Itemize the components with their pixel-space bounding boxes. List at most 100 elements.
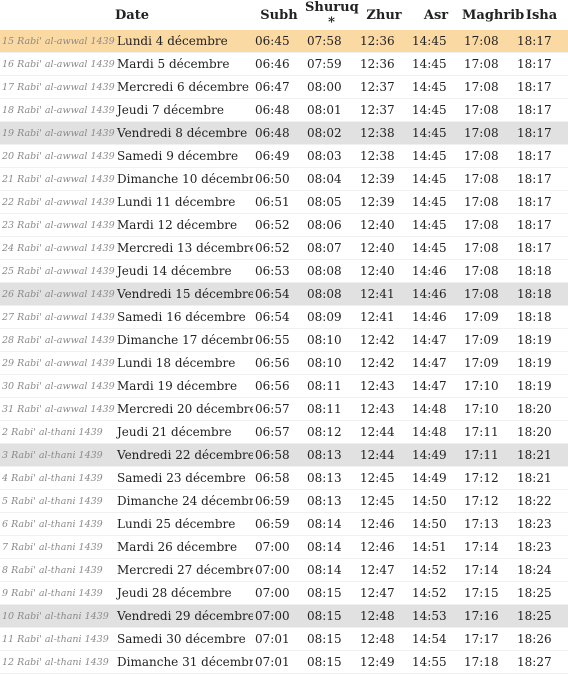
zhur-column-header: Zhur	[366, 7, 402, 23]
gregorian-date-cell: Lundi 25 décembre	[115, 512, 253, 536]
zhur-time-cell: 12:38	[358, 121, 410, 145]
subh-time-cell: 06:57	[253, 420, 305, 444]
zhur-time-cell: 12:40	[358, 236, 410, 260]
isha-time-cell: 18:17	[515, 30, 568, 53]
gregorian-date-cell: Dimanche 17 décembre	[115, 328, 253, 352]
maghrib-time-cell: 17:18	[462, 650, 515, 674]
isha-time-cell: 18:20	[515, 420, 568, 444]
asr-column-header: Asr	[423, 7, 449, 23]
hijri-date-cell: 28 Rabi' al-awwal 1439	[0, 328, 115, 352]
asr-time-cell: 14:45	[410, 121, 462, 145]
hijri-date-cell: 11 Rabi' al-thani 1439	[0, 627, 115, 651]
gregorian-date-cell: Vendredi 29 décembre	[115, 604, 253, 628]
maghrib-time-cell: 17:16	[462, 604, 515, 628]
table-row: 7 Rabi' al-thani 1439 Mardi 26 décembre 07…	[0, 535, 568, 559]
gregorian-date-cell: Mardi 19 décembre	[115, 374, 253, 398]
zhur-time-cell: 12:37	[358, 98, 410, 122]
subh-time-cell: 07:01	[253, 627, 305, 651]
subh-time-cell: 06:52	[253, 236, 305, 260]
isha-time-cell: 18:18	[515, 259, 568, 283]
maghrib-time-cell: 17:08	[462, 52, 515, 76]
table-row: 26 Rabi' al-awwal 1439 Vendredi 15 décemb…	[0, 282, 568, 306]
table-row: 15 Rabi' al-awwal 1439 Lundi 4 décembre 06…	[0, 30, 568, 53]
isha-time-cell: 18:17	[515, 190, 568, 214]
isha-time-cell: 18:19	[515, 328, 568, 352]
table-row: 28 Rabi' al-awwal 1439 Dimanche 17 décemb…	[0, 328, 568, 352]
shuruq-time-cell: 08:01	[305, 98, 358, 122]
zhur-time-cell: 12:45	[358, 466, 410, 490]
gregorian-date-cell: Mardi 5 décembre	[115, 52, 253, 76]
zhur-time-cell: 12:43	[358, 374, 410, 398]
isha-time-cell: 18:25	[515, 581, 568, 605]
maghrib-time-cell: 17:09	[462, 351, 515, 375]
isha-time-cell: 18:24	[515, 558, 568, 582]
shuruq-time-cell: 07:59	[305, 52, 358, 76]
maghrib-time-cell: 17:08	[462, 259, 515, 283]
isha-time-cell: 18:17	[515, 75, 568, 99]
table-row: 3 Rabi' al-thani 1439 Vendredi 22 décembr…	[0, 443, 568, 467]
isha-time-cell: 18:17	[515, 213, 568, 237]
asr-time-cell: 14:55	[410, 650, 462, 674]
gregorian-date-cell: Mercredi 13 décembre	[115, 236, 253, 260]
isha-time-cell: 18:21	[515, 443, 568, 467]
isha-time-cell: 18:17	[515, 121, 568, 145]
subh-time-cell: 06:46	[253, 52, 305, 76]
subh-time-cell: 06:54	[253, 282, 305, 306]
subh-column-header: Subh	[260, 7, 298, 23]
subh-time-cell: 06:45	[253, 30, 305, 53]
shuruq-time-cell: 08:14	[305, 512, 358, 536]
shuruq-time-cell: 07:58	[305, 30, 358, 53]
hijri-date-cell: 31 Rabi' al-awwal 1439	[0, 397, 115, 421]
maghrib-time-cell: 17:08	[462, 121, 515, 145]
hijri-date-cell: 2 Rabi' al-thani 1439	[0, 420, 115, 444]
zhur-time-cell: 12:40	[358, 213, 410, 237]
hijri-date-cell: 18 Rabi' al-awwal 1439	[0, 98, 115, 122]
asr-time-cell: 14:47	[410, 351, 462, 375]
isha-time-cell: 18:17	[515, 52, 568, 76]
isha-column-header: Isha	[525, 7, 558, 23]
maghrib-time-cell: 17:17	[462, 627, 515, 651]
asr-time-cell: 14:45	[410, 167, 462, 191]
maghrib-time-cell: 17:08	[462, 98, 515, 122]
asr-time-cell: 14:46	[410, 305, 462, 329]
hijri-date-cell: 12 Rabi' al-thani 1439	[0, 650, 115, 674]
zhur-time-cell: 12:43	[358, 397, 410, 421]
gregorian-date-cell: Lundi 4 décembre	[115, 30, 253, 53]
table-row: 25 Rabi' al-awwal 1439 Jeudi 14 décembre 0…	[0, 259, 568, 283]
shuruq-time-cell: 08:06	[305, 213, 358, 237]
shuruq-time-cell: 08:15	[305, 581, 358, 605]
subh-time-cell: 06:59	[253, 512, 305, 536]
table-row: 4 Rabi' al-thani 1439 Samedi 23 décembre 0…	[0, 466, 568, 490]
zhur-time-cell: 12:39	[358, 167, 410, 191]
table-row: 17 Rabi' al-awwal 1439 Mercredi 6 décembr…	[0, 75, 568, 99]
shuruq-time-cell: 08:12	[305, 420, 358, 444]
table-row: 23 Rabi' al-awwal 1439 Mardi 12 décembre 0…	[0, 213, 568, 237]
hijri-date-cell: 5 Rabi' al-thani 1439	[0, 489, 115, 513]
zhur-time-cell: 12:47	[358, 558, 410, 582]
gregorian-date-cell: Jeudi 28 décembre	[115, 581, 253, 605]
isha-time-cell: 18:17	[515, 98, 568, 122]
table-row: 12 Rabi' al-thani 1439 Dimanche 31 décemb…	[0, 650, 568, 674]
table-row: 20 Rabi' al-awwal 1439 Samedi 9 décembre 0…	[0, 144, 568, 168]
asr-time-cell: 14:52	[410, 558, 462, 582]
isha-time-cell: 18:22	[515, 489, 568, 513]
maghrib-time-cell: 17:14	[462, 535, 515, 559]
asr-time-cell: 14:48	[410, 420, 462, 444]
hijri-date-cell: 26 Rabi' al-awwal 1439	[0, 282, 115, 306]
zhur-time-cell: 12:44	[358, 443, 410, 467]
shuruq-time-cell: 08:04	[305, 167, 358, 191]
isha-time-cell: 18:18	[515, 305, 568, 329]
gregorian-date-cell: Dimanche 10 décembre	[115, 167, 253, 191]
hijri-date-cell: 21 Rabi' al-awwal 1439	[0, 167, 115, 191]
table-row: 30 Rabi' al-awwal 1439 Mardi 19 décembre 0…	[0, 374, 568, 398]
isha-time-cell: 18:17	[515, 167, 568, 191]
maghrib-time-cell: 17:11	[462, 443, 515, 467]
asr-time-cell: 14:54	[410, 627, 462, 651]
zhur-time-cell: 12:46	[358, 512, 410, 536]
table-row: 21 Rabi' al-awwal 1439 Dimanche 10 décemb…	[0, 167, 568, 191]
shuruq-time-cell: 08:08	[305, 259, 358, 283]
gregorian-date-cell: Dimanche 31 décembre	[115, 650, 253, 674]
zhur-time-cell: 12:40	[358, 259, 410, 283]
gregorian-date-cell: Jeudi 21 décembre	[115, 420, 253, 444]
